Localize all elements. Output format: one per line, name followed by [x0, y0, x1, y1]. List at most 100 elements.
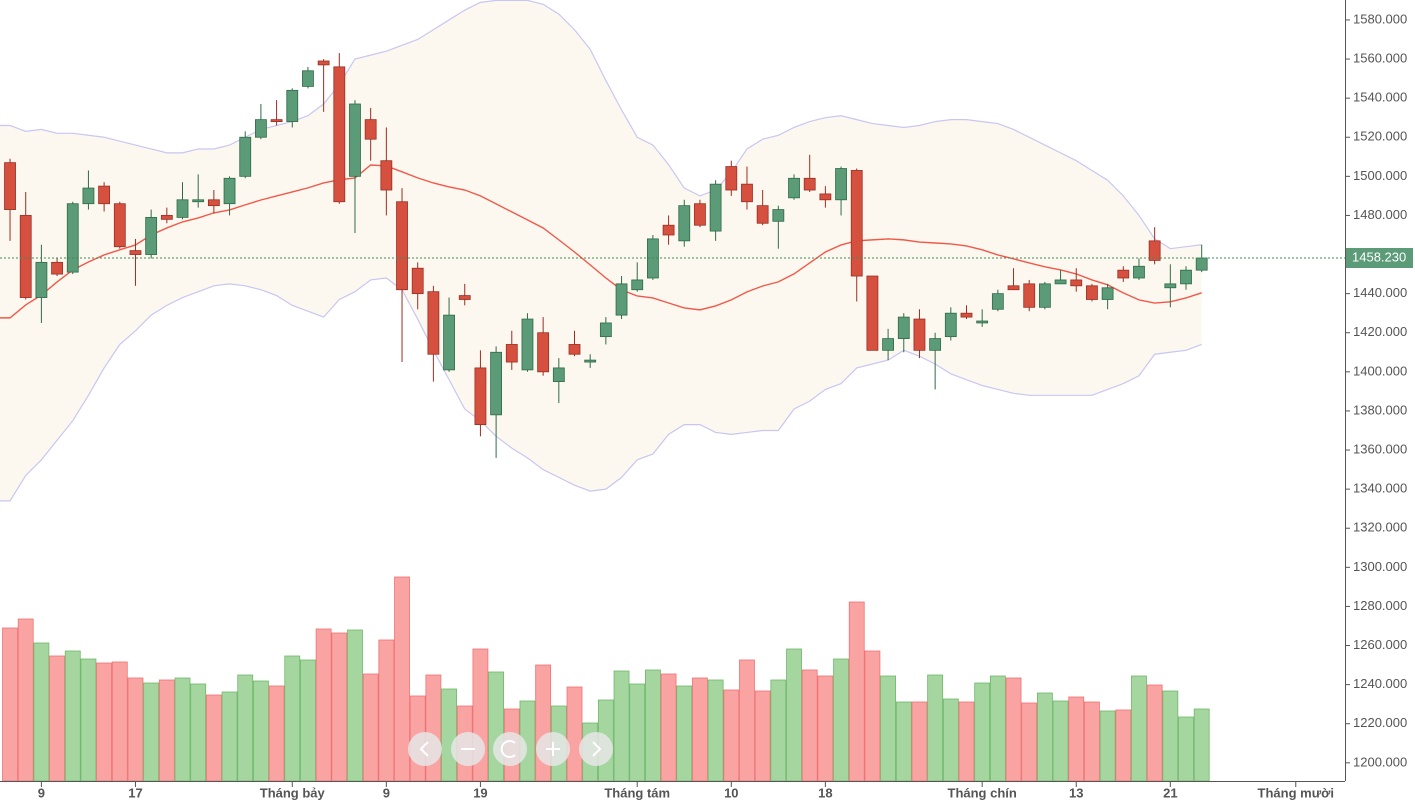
- candle-body: [411, 267, 424, 295]
- candle-body: [35, 261, 48, 298]
- volume-bar: [1178, 716, 1194, 782]
- candle-body: [176, 199, 189, 218]
- x-tick-label: 21: [1163, 785, 1177, 800]
- candle-body: [991, 293, 1004, 310]
- candle-body: [1101, 287, 1114, 300]
- volume-bar: [158, 679, 175, 782]
- candle-body: [599, 322, 612, 338]
- y-tick-label: 1360.000: [1353, 441, 1407, 456]
- volume-bar: [848, 601, 865, 782]
- volume-bar: [378, 639, 395, 782]
- volume-bar: [362, 673, 379, 782]
- candle-body: [145, 216, 158, 255]
- volume-bar: [127, 677, 144, 782]
- volume-bar: [64, 650, 81, 782]
- candle-body: [709, 183, 722, 232]
- candle-body: [944, 312, 957, 338]
- volume-bar: [723, 689, 740, 782]
- y-tick-label: 1440.000: [1353, 285, 1407, 300]
- volume-bar: [1131, 675, 1147, 782]
- candle-body: [333, 66, 346, 203]
- volume-bar: [347, 629, 363, 782]
- volume-bar: [1036, 692, 1053, 782]
- volume-bar: [942, 698, 959, 782]
- volume-bar: [629, 683, 646, 782]
- x-tick-label: Tháng mười: [1258, 785, 1334, 800]
- volume-bar: [1193, 708, 1210, 782]
- band-fill: [0, 0, 1202, 501]
- reset-button[interactable]: [493, 732, 527, 766]
- candle-body: [850, 170, 863, 277]
- candle-body: [568, 344, 581, 355]
- volume-bar: [974, 682, 991, 782]
- candle-body: [66, 203, 79, 273]
- y-tick-label: 1520.000: [1353, 129, 1407, 144]
- lower-band: [0, 277, 1202, 502]
- candle-body: [1180, 269, 1192, 285]
- candles: [4, 53, 1208, 458]
- volume-bar: [33, 642, 50, 782]
- candle-body: [427, 291, 440, 355]
- upper-band: [0, 0, 1202, 250]
- candle-body: [458, 295, 471, 300]
- candle-body: [662, 224, 675, 236]
- candle-body: [19, 215, 32, 298]
- candle-body: [960, 312, 973, 318]
- volume-bar: [111, 661, 128, 782]
- candle-body: [725, 166, 738, 191]
- zoom-in-button[interactable]: [536, 732, 570, 766]
- candle-body: [82, 187, 95, 205]
- x-tick-label: 19: [473, 785, 487, 800]
- candle-body: [741, 183, 753, 203]
- volume-bar: [331, 632, 348, 782]
- candle-body: [772, 209, 785, 222]
- candle-body: [882, 338, 894, 351]
- y-tick-label: 1580.000: [1353, 11, 1407, 26]
- candle-body: [286, 89, 299, 122]
- volume-bar: [739, 659, 755, 782]
- navigation[interactable]: [408, 732, 613, 766]
- y-tick-label: 1560.000: [1353, 50, 1407, 65]
- candle-body: [349, 103, 361, 177]
- volume-bar: [770, 679, 787, 782]
- y-tick-label: 1420.000: [1353, 324, 1407, 339]
- scroll-right-button[interactable]: [579, 732, 613, 766]
- volume-bar: [394, 576, 410, 782]
- candle-body: [521, 318, 534, 371]
- y-tick-label: 1540.000: [1353, 90, 1407, 105]
- volume-bar: [1162, 690, 1179, 782]
- candle-body: [835, 168, 847, 201]
- candle-body: [1086, 285, 1098, 300]
- volume-bar: [613, 670, 630, 782]
- volume-bar: [1052, 700, 1069, 782]
- volume-bar: [17, 618, 34, 782]
- candle-body: [976, 320, 989, 324]
- candle-body: [490, 351, 503, 416]
- volume-bar: [96, 662, 113, 782]
- candle-body: [803, 177, 816, 191]
- candle-body: [51, 261, 63, 275]
- volume-bar: [989, 675, 1006, 782]
- candle-body: [223, 177, 236, 205]
- candle-body: [4, 162, 16, 210]
- candle-body: [678, 205, 691, 242]
- candle-body: [1195, 257, 1208, 271]
- volume-bar: [49, 655, 65, 782]
- y-tick-label: 1400.000: [1353, 363, 1407, 378]
- y-tick-label: 1380.000: [1353, 402, 1407, 417]
- candle-body: [1148, 240, 1161, 261]
- zoom-out-button[interactable]: [451, 732, 485, 766]
- scroll-left-button[interactable]: [408, 732, 442, 766]
- volume-bar: [174, 677, 191, 782]
- candle-body: [270, 119, 283, 122]
- candle-body: [113, 203, 126, 248]
- volume-bar: [1005, 677, 1022, 782]
- candle-body: [364, 119, 377, 140]
- volume-bar: [566, 686, 583, 782]
- candle-body: [929, 338, 942, 351]
- candle-body: [1133, 265, 1145, 279]
- volume-bar: [895, 701, 912, 782]
- candle-body: [1070, 279, 1083, 287]
- volume-bar: [441, 688, 457, 782]
